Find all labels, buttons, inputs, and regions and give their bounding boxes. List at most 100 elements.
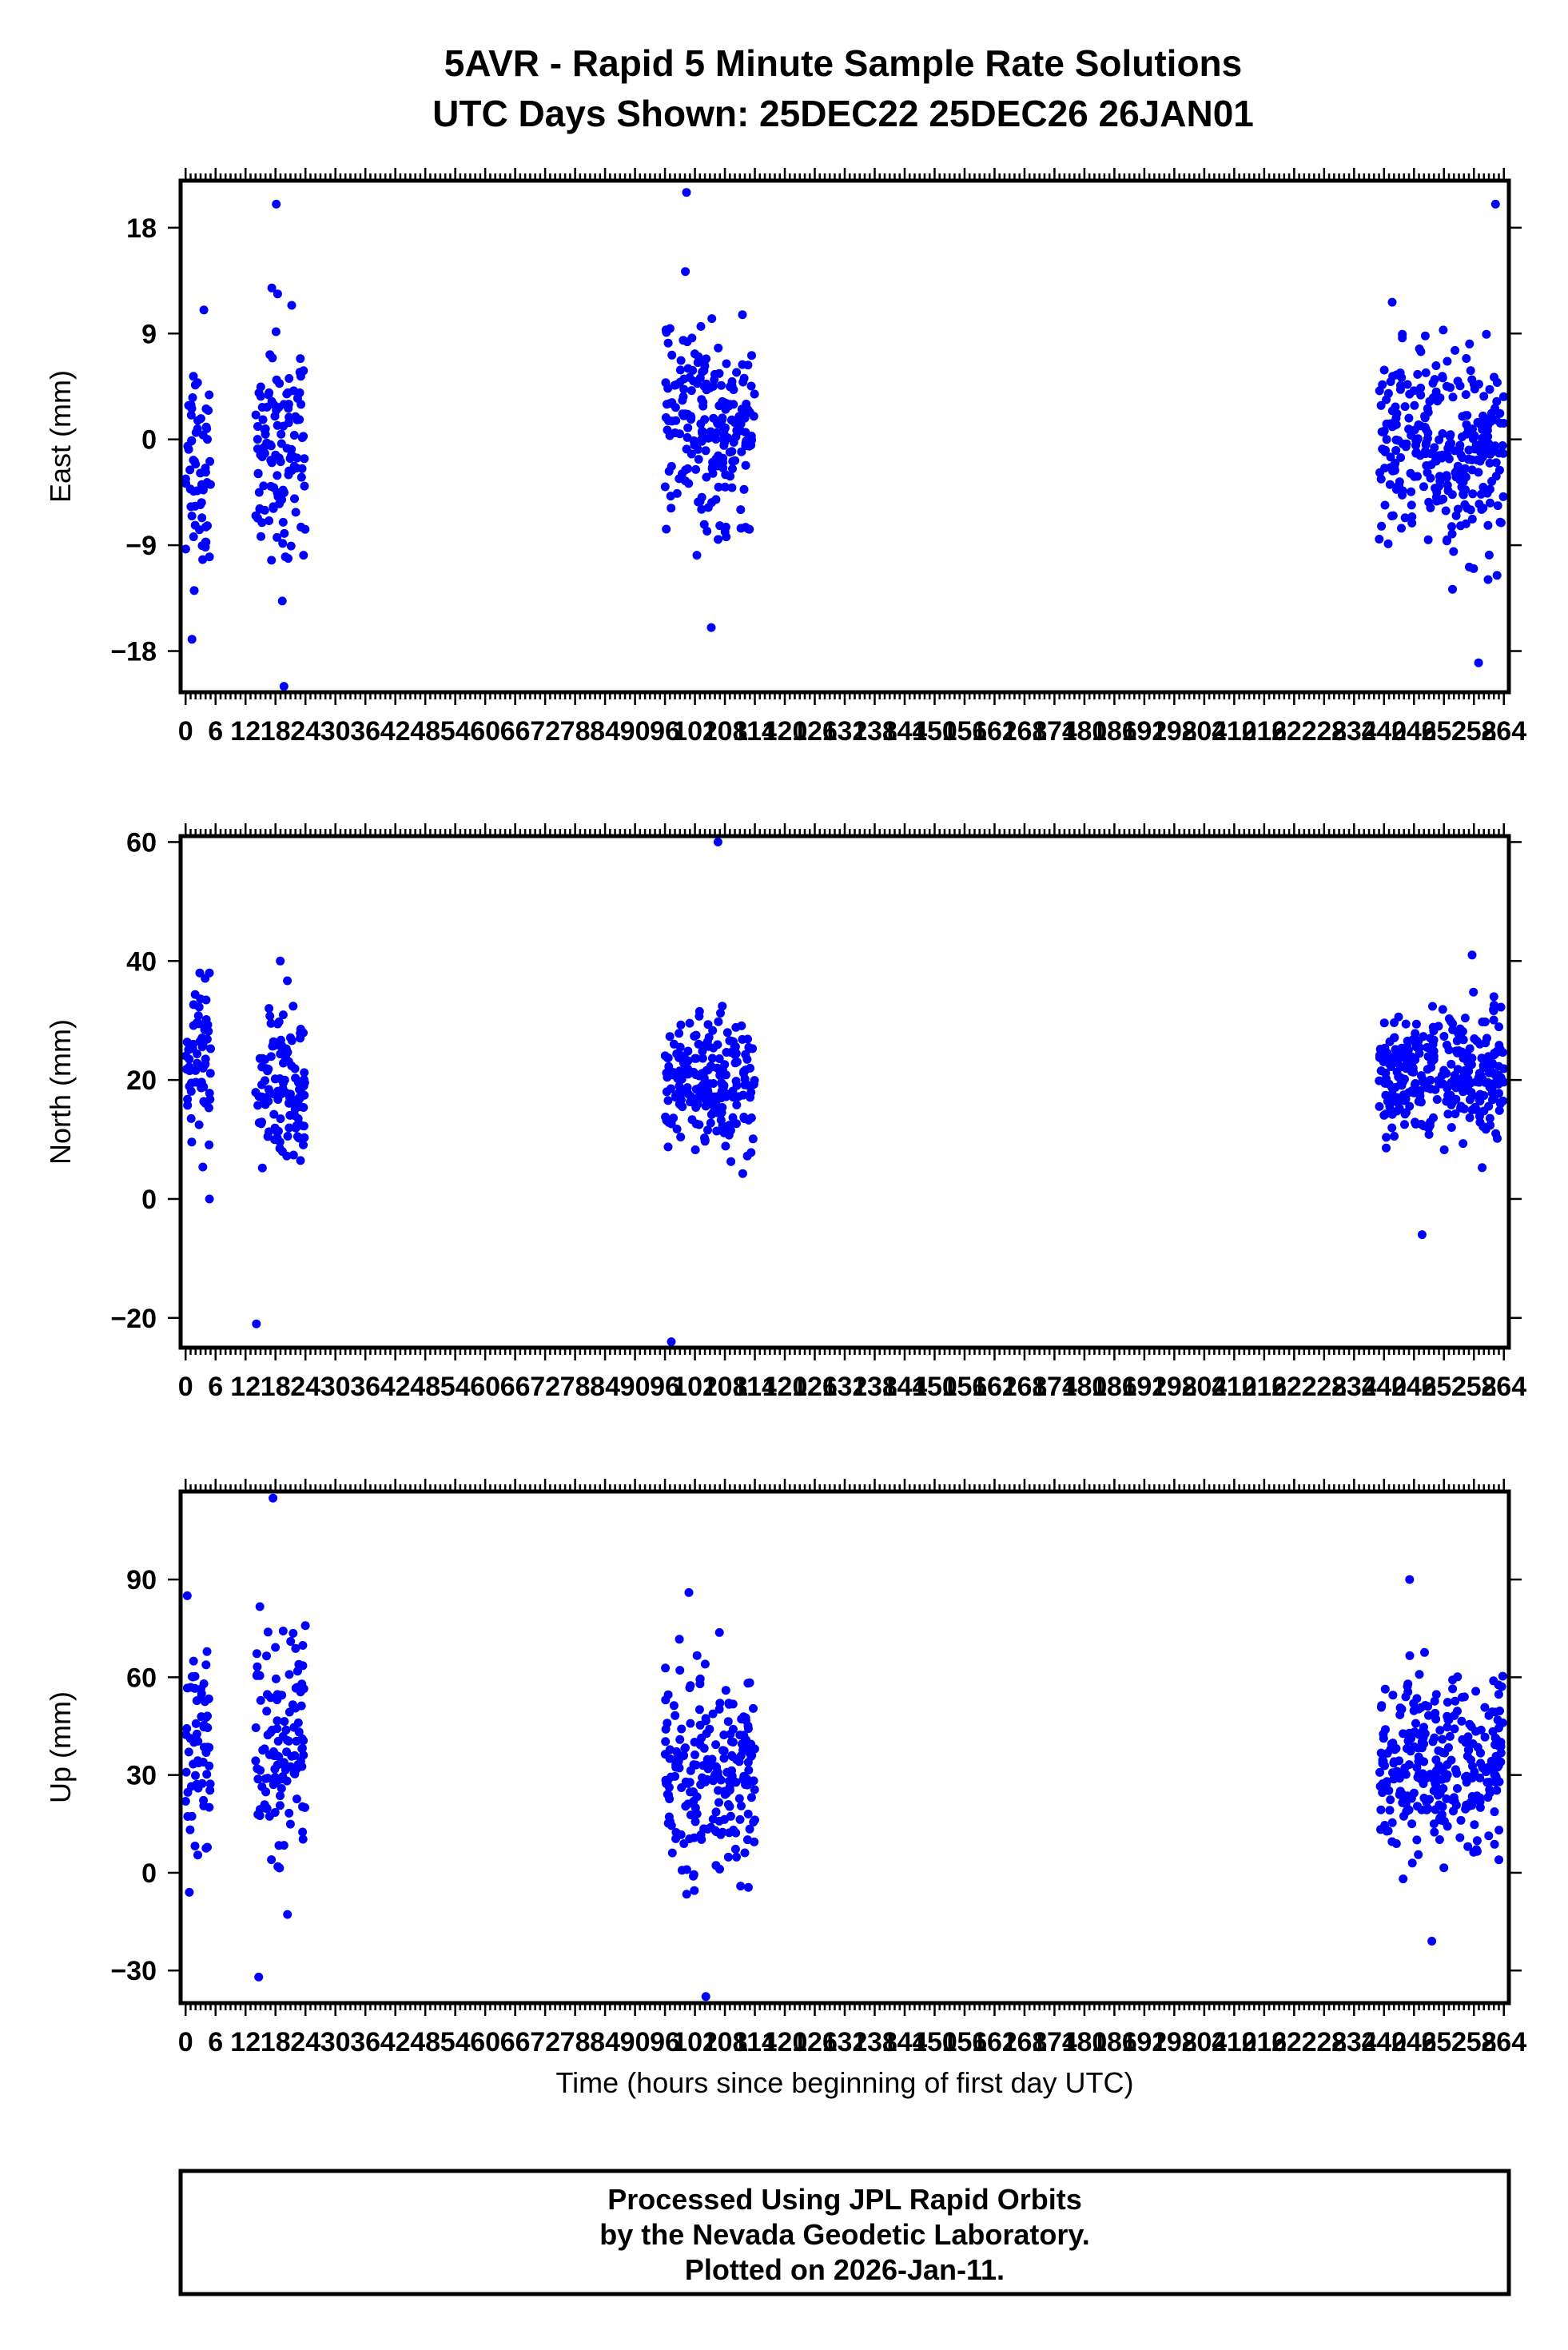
- data-point: [1452, 1769, 1462, 1778]
- data-point: [696, 419, 706, 428]
- data-point: [713, 837, 722, 846]
- data-point: [256, 1695, 265, 1705]
- data-point: [263, 1774, 273, 1783]
- data-point: [186, 1683, 195, 1692]
- data-point: [700, 1135, 710, 1145]
- y-tick-label: 20: [126, 1065, 157, 1096]
- data-point: [701, 1714, 710, 1723]
- x-tick-label: 96: [650, 2027, 680, 2057]
- data-point: [683, 364, 693, 373]
- data-point: [1416, 1703, 1426, 1712]
- data-point: [681, 1777, 690, 1786]
- data-point: [1395, 1790, 1404, 1799]
- data-point: [1498, 492, 1508, 501]
- data-point: [296, 472, 306, 482]
- data-point: [671, 1711, 680, 1720]
- data-point: [1379, 1729, 1388, 1739]
- data-point: [1409, 1706, 1419, 1715]
- data-point: [1382, 1780, 1391, 1790]
- y-tick-label: 9: [141, 319, 157, 349]
- data-point: [189, 586, 199, 595]
- data-point: [730, 1844, 740, 1854]
- data-point: [1426, 1034, 1435, 1043]
- x-tick-label: 186: [1092, 1372, 1137, 1402]
- data-point: [187, 1811, 197, 1821]
- data-point: [665, 431, 675, 440]
- data-point: [198, 1758, 208, 1766]
- data-point: [1485, 1068, 1494, 1077]
- y-tick-label: −18: [110, 637, 157, 667]
- x-tick-label: 126: [792, 2027, 838, 2057]
- data-point: [750, 1837, 759, 1846]
- data-point: [1470, 431, 1479, 440]
- data-point: [1397, 1704, 1407, 1714]
- data-point: [698, 1054, 707, 1063]
- x-tick-label: 84: [590, 2027, 620, 2057]
- data-point: [1463, 1058, 1473, 1067]
- data-point: [1482, 425, 1492, 435]
- data-point: [205, 1786, 215, 1795]
- data-point: [662, 524, 671, 534]
- data-point: [697, 1834, 706, 1844]
- x-tick-label: 156: [942, 716, 988, 747]
- x-tick-label: 228: [1301, 2027, 1347, 2057]
- data-point: [712, 1126, 722, 1136]
- data-point: [690, 1031, 699, 1041]
- data-point: [1496, 518, 1506, 528]
- data-point: [728, 456, 738, 466]
- x-tick-label: 60: [470, 716, 500, 747]
- data-point: [1467, 1088, 1476, 1097]
- x-tick-label: 114: [733, 1372, 777, 1402]
- data-point: [262, 1093, 272, 1102]
- x-tick-label: 144: [882, 2027, 928, 2057]
- data-point: [266, 441, 276, 451]
- data-point: [1383, 1748, 1392, 1758]
- data-point: [1387, 406, 1397, 416]
- y-tick-label: 90: [126, 1565, 157, 1595]
- data-point: [1387, 297, 1397, 307]
- data-point: [672, 488, 682, 498]
- data-point: [1458, 432, 1467, 441]
- data-point: [690, 1886, 699, 1895]
- data-point: [745, 1044, 754, 1054]
- data-point: [1460, 1014, 1470, 1023]
- data-point: [261, 1076, 269, 1085]
- data-point: [1376, 1805, 1386, 1814]
- x-tick-label: 66: [500, 2027, 531, 2057]
- data-point: [1463, 424, 1473, 433]
- data-point: [276, 1791, 285, 1801]
- data-point: [280, 488, 289, 497]
- data-point: [1494, 1690, 1503, 1699]
- data-point: [260, 505, 269, 515]
- data-point: [1392, 1771, 1402, 1781]
- data-point: [270, 1808, 280, 1817]
- data-point: [187, 404, 197, 413]
- y-axis: −30 0 30 60 90: [110, 1565, 1522, 1986]
- data-point: [1387, 1818, 1397, 1827]
- data-point: [1448, 584, 1457, 594]
- data-point: [286, 1637, 296, 1646]
- x-tick-label: 132: [822, 1372, 868, 1402]
- data-point: [280, 1717, 289, 1727]
- x-tick-label: 12: [230, 1372, 261, 1402]
- data-point: [183, 1094, 193, 1104]
- x-tick-label: 138: [852, 1372, 897, 1402]
- data-point: [1407, 1819, 1417, 1829]
- data-point: [1448, 1684, 1458, 1694]
- data-point: [1437, 1071, 1447, 1080]
- data-point: [660, 482, 670, 492]
- data-point: [1461, 390, 1470, 400]
- data-point: [740, 1074, 750, 1084]
- data-point: [1423, 535, 1433, 544]
- data-point: [1447, 1755, 1456, 1765]
- data-point: [1451, 1696, 1460, 1706]
- data-point: [1467, 1792, 1477, 1801]
- data-point: [1378, 380, 1387, 389]
- data-point: [750, 1785, 759, 1794]
- data-point: [1467, 375, 1477, 384]
- data-point: [1416, 383, 1426, 392]
- data-point: [204, 406, 213, 415]
- x-tick-label: 180: [1062, 1372, 1108, 1402]
- data-point: [1431, 1085, 1440, 1094]
- data-point: [202, 1034, 212, 1044]
